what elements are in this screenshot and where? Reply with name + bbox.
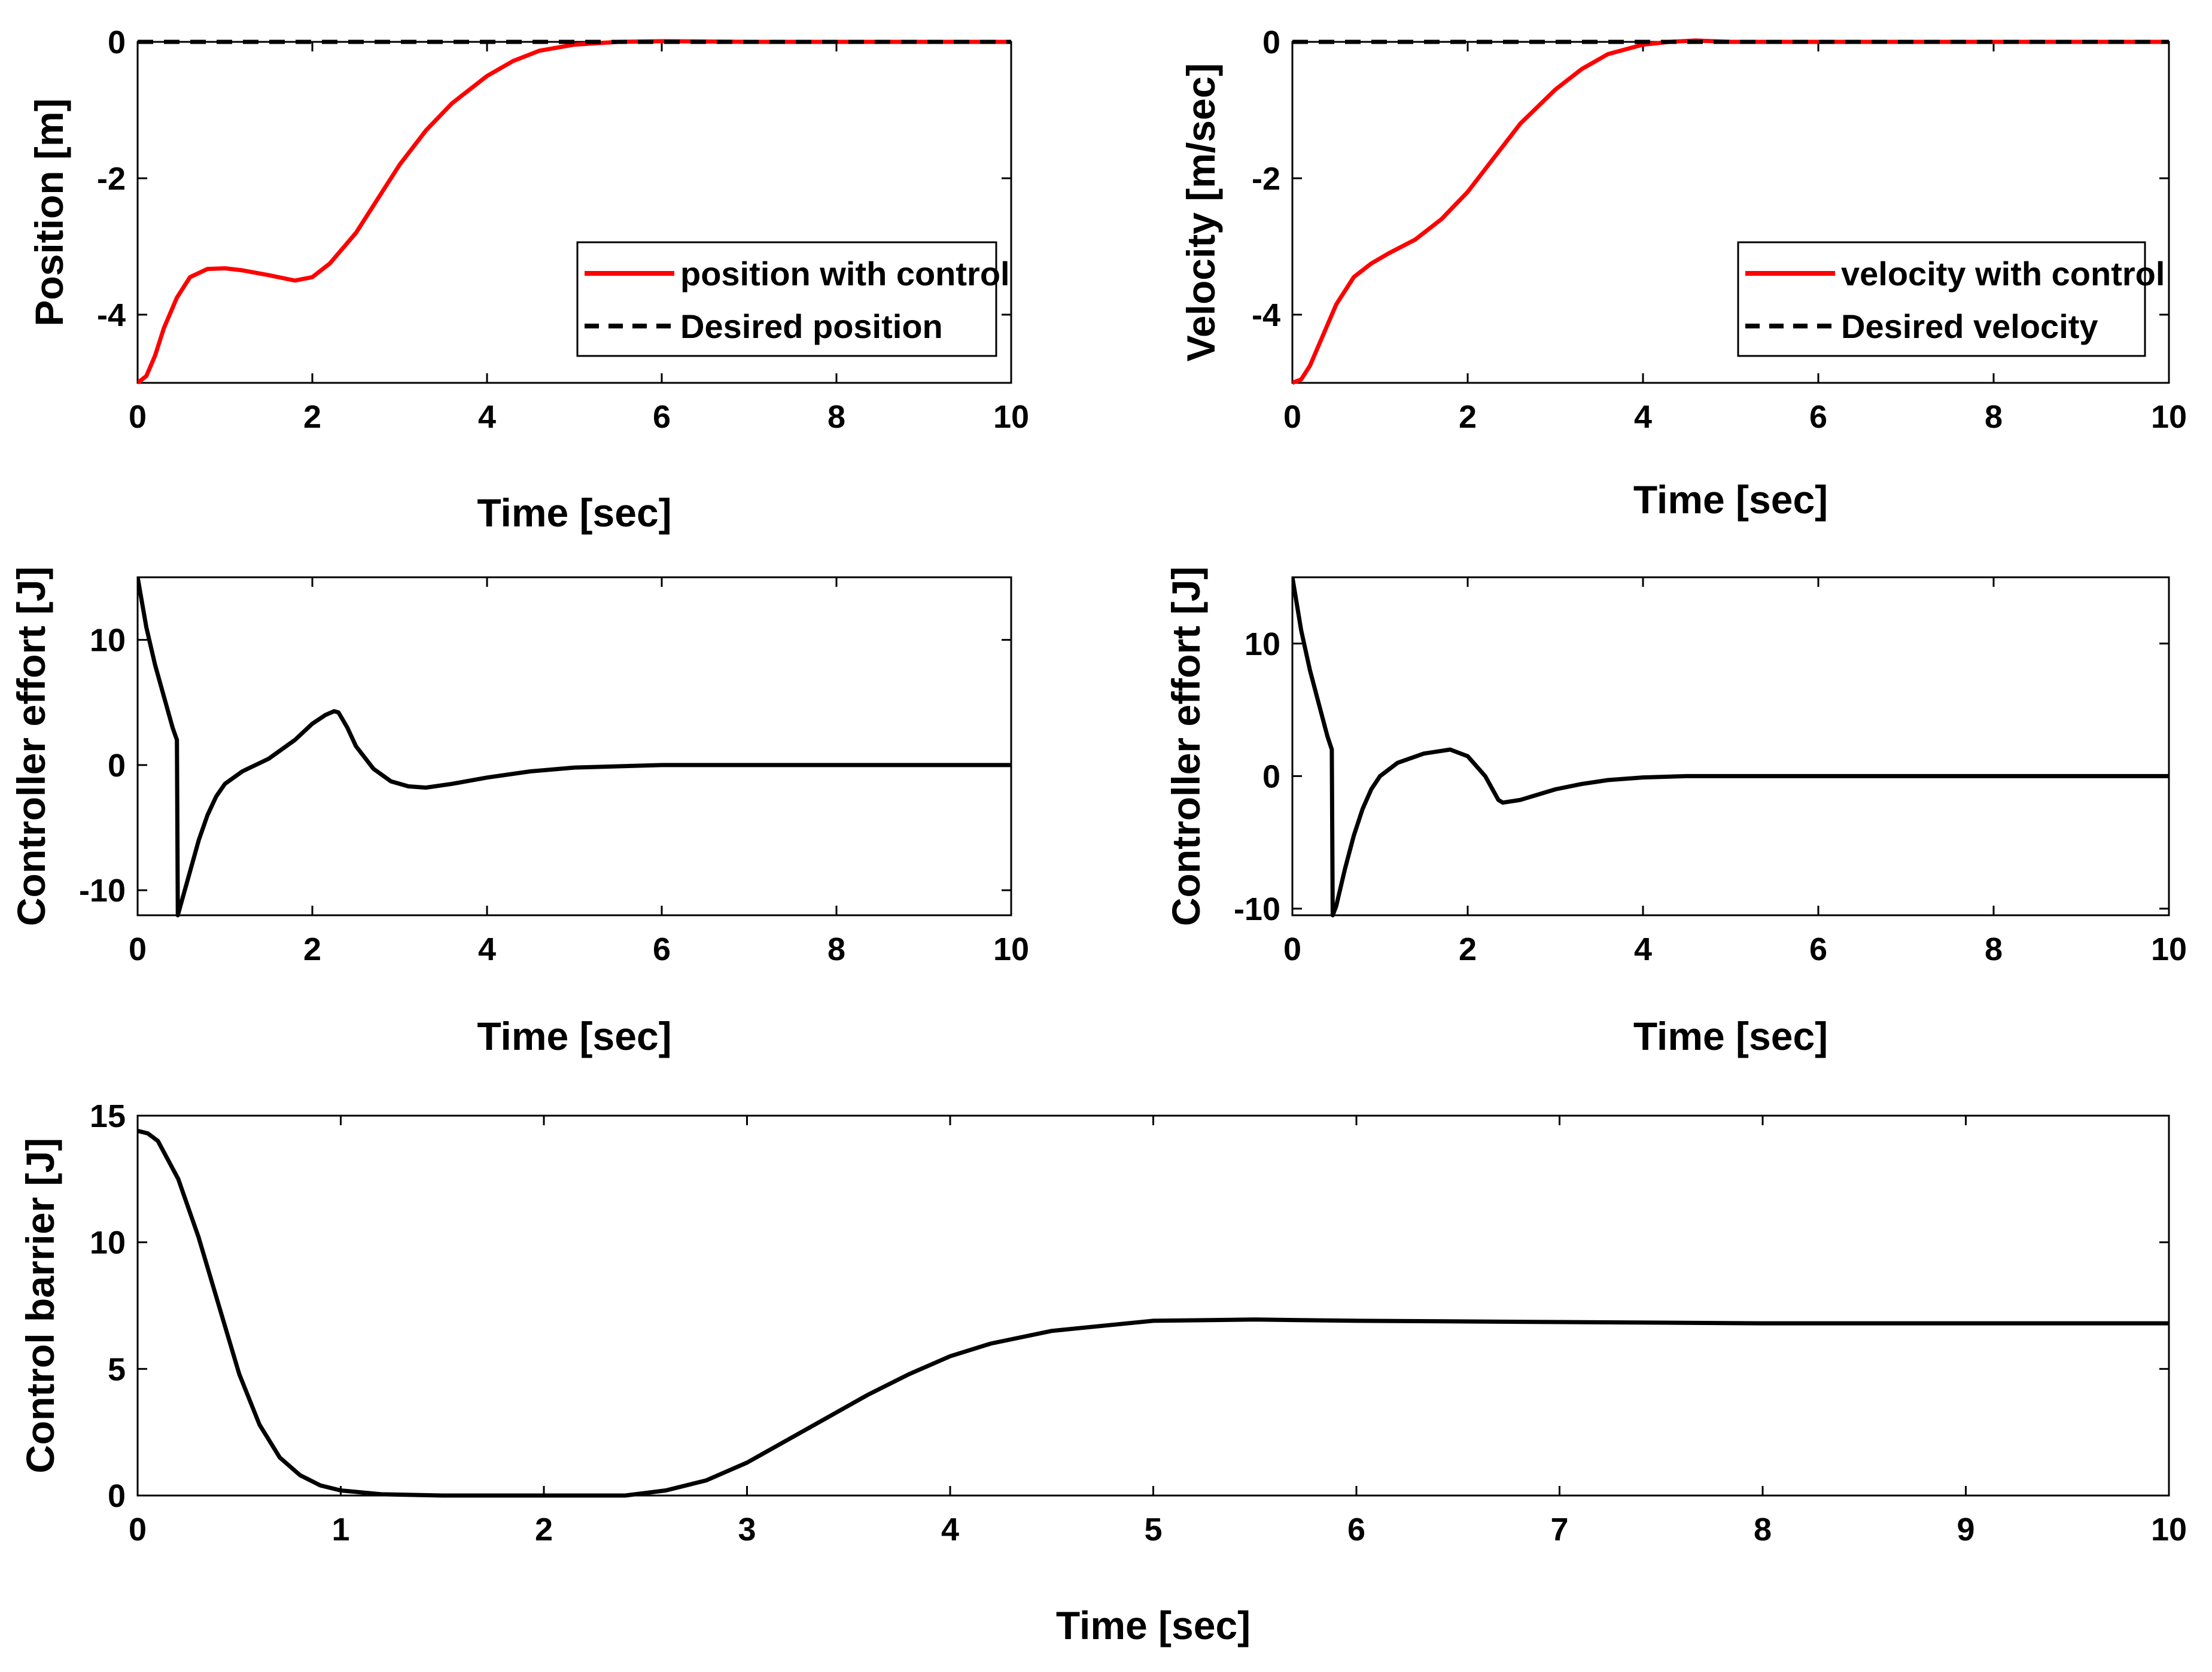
x-tick-label: 10 [993,931,1029,967]
x-tick-label: 9 [1957,1512,1974,1548]
x-tick-label: 10 [2151,399,2187,435]
y-tick-label: 15 [90,1098,126,1134]
y-tick-label: -10 [79,873,126,909]
x-tick-label: 0 [129,399,147,435]
x-tick-label: 10 [2151,1512,2187,1548]
x-axis-label: Time [sec] [1633,1014,1828,1058]
x-tick-label: 0 [1283,931,1301,967]
y-tick-label: -2 [97,161,126,197]
x-tick-label: 0 [1283,399,1301,435]
x-tick-label: 6 [1347,1512,1365,1548]
x-tick-label: 2 [303,931,321,967]
y-axis-label: Controller effort [J] [9,567,53,926]
x-tick-label: 2 [535,1512,553,1548]
y-tick-label: 10 [90,623,126,659]
x-tick-label: 2 [1459,931,1477,967]
plot-frame [1291,576,2170,916]
legend-box [576,241,997,357]
y-tick-label: 5 [108,1351,126,1387]
chart-position: 0 2 4 6 8 10 -4 -2 0 Time [sec] Position [m] positi… [27,25,1029,535]
y-tick-label: 0 [108,25,126,60]
x-tick-label: 6 [653,399,671,435]
series-line-signal [138,577,1011,918]
x-tick-label: 1 [331,1512,349,1548]
y-tick-label: -2 [1252,161,1280,197]
y-tick-label: 10 [1245,626,1280,662]
x-tick-label: 8 [1754,1512,1772,1548]
x-tick-label: 4 [1634,399,1652,435]
x-axis-label: Time [sec] [477,491,671,535]
series-line-signal [138,1129,2169,1498]
y-tick-label: -4 [1252,297,1280,333]
y-tick-label: -10 [1234,891,1280,927]
x-tick-label: 7 [1550,1512,1568,1548]
x-tick-label: 3 [738,1512,756,1548]
x-axis-label: Time [sec] [477,1014,671,1058]
x-tick-label: 10 [2151,931,2187,967]
x-tick-label: 4 [478,931,496,967]
x-tick-label: 8 [1985,931,2003,967]
y-axis-label: Position [m] [27,98,71,326]
legend-entry: velocity with control [1841,255,2165,293]
x-tick-label: 5 [1144,1512,1162,1548]
x-tick-label: 0 [129,1512,147,1548]
x-tick-label: 6 [653,931,671,967]
y-axis-label: Velocity [m/sec] [1179,63,1223,362]
y-tick-label: 0 [1262,759,1280,794]
y-tick-label: 0 [1262,25,1280,60]
x-tick-label: 8 [1985,399,2003,435]
y-tick-label: 10 [90,1225,126,1261]
legend-box [1737,241,2146,357]
x-tick-label: 10 [993,399,1029,435]
x-axis-label: Time [sec] [1633,477,1828,522]
x-tick-label: 8 [827,399,845,435]
x-tick-label: 2 [1459,399,1477,435]
x-tick-label: 2 [303,399,321,435]
series-line-signal [1292,577,2169,918]
x-tick-label: 6 [1809,399,1827,435]
legend-entry: Desired velocity [1841,307,2098,345]
y-tick-label: 0 [108,1478,126,1514]
legend: position with control Desired position [576,241,1010,357]
legend-entry: Desired position [680,307,943,345]
x-tick-label: 8 [827,931,845,967]
y-tick-label: 0 [108,748,126,784]
chart-velocity: 0 2 4 6 8 10 -4 -2 0 Time [sec] Velocity [m/sec] ve… [1179,25,2187,522]
series-line-signal [1292,38,2169,385]
y-axis-label: Controller effort [J] [1164,567,1208,926]
x-tick-label: 4 [1634,931,1652,967]
x-tick-label: 0 [129,931,147,967]
y-axis-label: Control barrier [J] [18,1138,62,1473]
x-axis-label: Time [sec] [1056,1603,1250,1647]
x-tick-label: 6 [1809,931,1827,967]
plot-frame [136,1114,2170,1497]
chart-barrier: 0 1 2 3 4 5 6 7 8 9 10 0 5 10 15 Time [sec] Control barr… [18,1098,2187,1647]
legend: velocity with control Desired velocity [1737,241,2165,357]
plot-frame [136,576,1012,916]
y-tick-label: -4 [97,297,126,333]
legend-entry: position with control [680,255,1010,293]
x-tick-label: 4 [941,1512,959,1548]
x-tick-label: 4 [478,399,496,435]
